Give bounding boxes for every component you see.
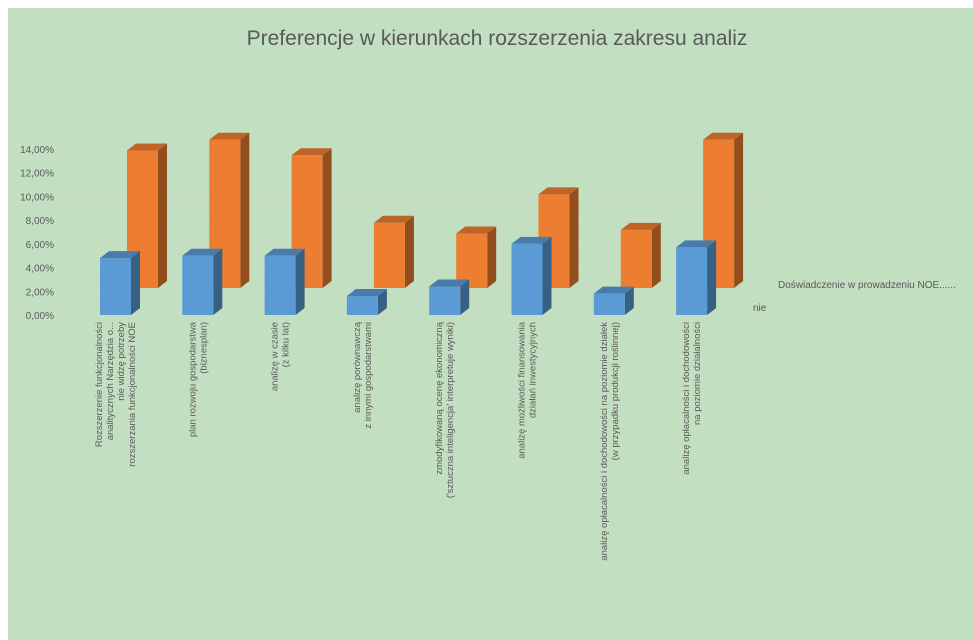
x-tick-label: analizę w czasie (270, 322, 281, 391)
y-tick-label: 10,00% (20, 192, 54, 203)
bar-side (569, 187, 579, 288)
bar (456, 226, 497, 288)
bar-top (291, 148, 332, 156)
bar-side (295, 248, 305, 315)
x-tick-label: analitycznych Narzędzia o... (105, 322, 116, 440)
bar-side (131, 251, 140, 315)
bar-front (620, 229, 652, 288)
x-tick-label: zmodyfikowaną ocenę ekonomiczną (434, 321, 445, 474)
bar-top (703, 132, 744, 140)
bar-side (651, 222, 661, 288)
bar-side (240, 132, 250, 288)
bar-top (100, 251, 140, 259)
y-tick-label: 4,00% (26, 264, 54, 275)
bar-side (404, 215, 414, 288)
bar (127, 143, 167, 288)
bar (100, 251, 140, 315)
x-tick-label: (w przypadku produkcji roślinnej) (610, 322, 621, 460)
bar-side (213, 248, 223, 315)
bar (373, 215, 414, 288)
x-tick-label: działań inwestycyjnych (528, 322, 539, 418)
bar-top (373, 215, 414, 223)
x-tick-label: ('sztuczna inteligencja' interpretuje wy… (445, 322, 456, 498)
bar-side (734, 132, 744, 288)
x-tick-label: plan rozwoju gospodarstwa (187, 321, 198, 437)
bar-front (100, 258, 131, 315)
bar-front (456, 233, 488, 288)
bar-front (346, 296, 378, 315)
x-tick-label: (biznesplan) (198, 322, 209, 374)
y-tick-label: 8,00% (26, 216, 54, 227)
x-tick-label: analizę możliwości finansowania (517, 321, 528, 458)
bar-top (346, 289, 387, 297)
bar-side (322, 148, 332, 288)
chart-title: Preferencje w kierunkach rozszerzenia za… (247, 27, 748, 50)
bar (182, 248, 223, 315)
bar-top (511, 236, 552, 244)
bar-top (620, 222, 661, 230)
bar-side (624, 286, 634, 315)
x-tick-label: (z kilku lat) (281, 322, 292, 367)
bar-front (373, 222, 405, 288)
bar (209, 132, 250, 288)
bar (511, 236, 552, 315)
x-tick-label: nie widzę potrzeby (116, 322, 127, 401)
bar-top (209, 132, 250, 140)
x-tick-label: z innymi gospodarstwami (363, 322, 374, 429)
bar (593, 286, 634, 315)
bar (676, 240, 717, 315)
bar-front (264, 255, 296, 315)
x-tick-label: analizę opłacalności i dochodowości na p… (599, 322, 610, 561)
bar-side (377, 289, 387, 315)
bar-top (456, 226, 497, 234)
x-tick-label: rozszerzania funkcjonalności NOE (127, 322, 138, 467)
bar-front (593, 293, 625, 315)
bar (346, 289, 387, 315)
y-tick-label: 6,00% (26, 240, 54, 251)
series-label: Doświadczenie w prowadzeniu NOE...... (778, 280, 956, 291)
y-tick-label: 0,00% (26, 311, 54, 322)
bar-top (127, 143, 167, 151)
bar-side (158, 143, 167, 288)
series-label: nie (753, 303, 767, 314)
x-tick-label: analizę porównawczą (352, 321, 363, 413)
bar-front (429, 286, 461, 315)
bar (620, 222, 661, 288)
bar-side (542, 236, 552, 315)
bar-side (707, 240, 717, 315)
chart-background (8, 8, 973, 640)
bar-front (676, 247, 708, 315)
bar-side (487, 226, 497, 288)
y-tick-label: 12,00% (20, 169, 54, 180)
x-tick-label: Rozszerzenie funkcjonalności (94, 322, 105, 447)
bar-front (182, 255, 214, 315)
bar-side (460, 279, 470, 315)
y-tick-label: 14,00% (20, 145, 54, 156)
bar-top (676, 240, 717, 248)
bar-top (538, 187, 579, 195)
bar-top (429, 279, 470, 287)
bar-front (511, 243, 543, 315)
bar-top (182, 248, 223, 256)
bar-top (593, 286, 634, 294)
x-tick-label: na poziomie działalności (692, 322, 703, 425)
bar (264, 248, 305, 315)
bar (429, 279, 470, 315)
x-tick-label: analizę opłacalności i dochodowości (681, 322, 692, 475)
y-tick-label: 2,00% (26, 287, 54, 298)
bar-top (264, 248, 305, 256)
